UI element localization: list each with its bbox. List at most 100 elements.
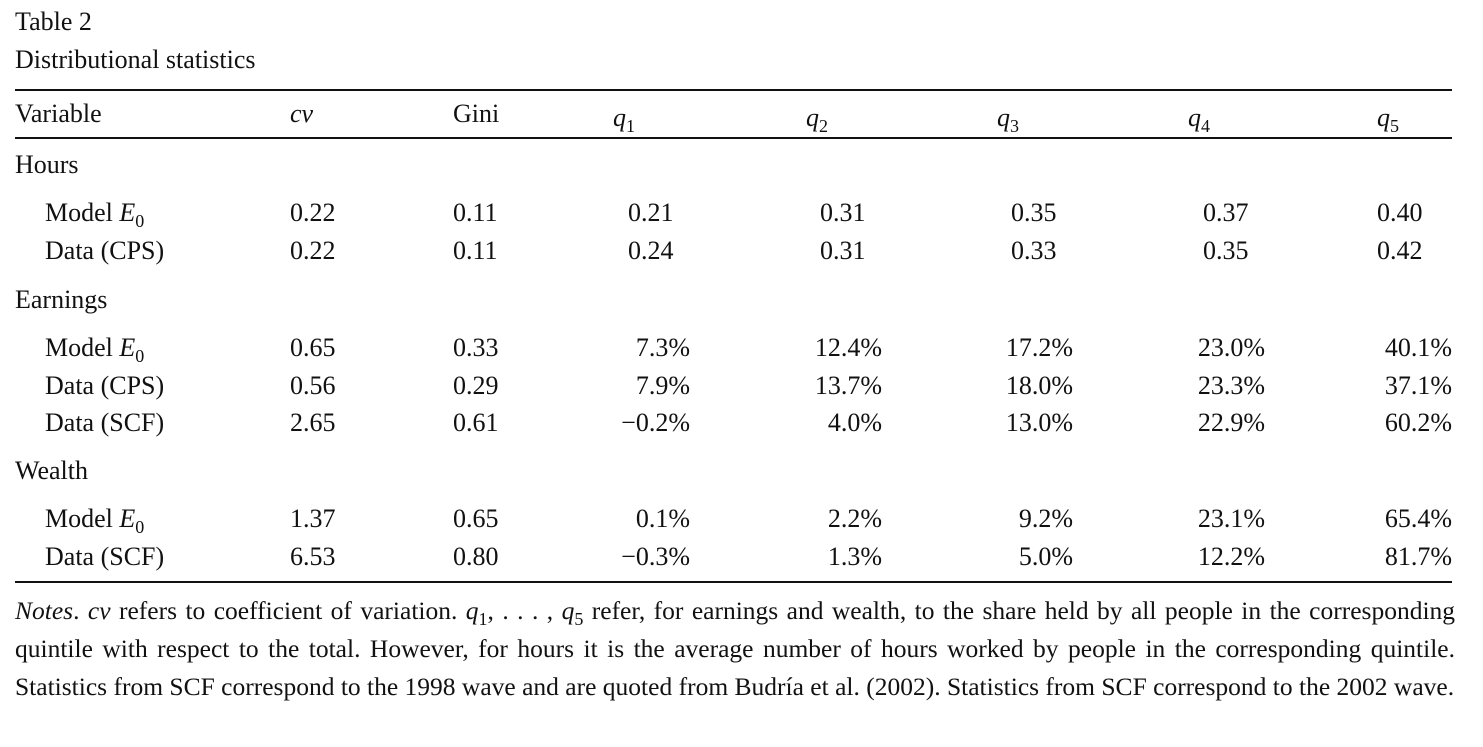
cell-gini: 0.11 <box>453 236 498 266</box>
cell-text: 12.2% <box>1197 541 1265 571</box>
cell-text: 2.65 <box>290 408 336 437</box>
cell-text: 81.7% <box>1384 541 1452 571</box>
cell-text: 23.3% <box>1197 370 1265 400</box>
notes-text: . <box>73 596 88 625</box>
bottom-rule <box>15 581 1452 583</box>
cell-text: 7.3% <box>635 333 690 362</box>
cell-cv: 0.65 <box>290 333 336 363</box>
row-label: Data (SCF) <box>45 542 164 572</box>
row-label-text: Data (CPS) <box>45 370 165 400</box>
cell-text: −0.3% <box>621 541 690 571</box>
cell-text: 0.40 <box>1377 198 1423 227</box>
cell-q5: 0.40 <box>1377 198 1423 228</box>
cell-text: 0.11 <box>453 235 498 265</box>
cell-q1: −0.2% <box>621 408 690 438</box>
cell-q2: 13.7% <box>815 371 882 401</box>
header-cv: cv <box>290 99 313 129</box>
cell-text: 60.2% <box>1384 408 1452 437</box>
header-q-sub: 5 <box>1390 116 1399 136</box>
cell-cv: 2.65 <box>290 408 336 438</box>
cell-gini: 0.80 <box>453 542 499 572</box>
cell-text: 0.37 <box>1203 198 1249 227</box>
header-q1: q1 <box>613 103 635 135</box>
header-q-letter: q <box>1377 103 1390 132</box>
cell-q5: 65.4% <box>1385 504 1452 534</box>
cell-cv: 0.56 <box>290 371 336 401</box>
cell-text: 0.31 <box>820 235 866 265</box>
cell-q2: 12.4% <box>815 333 882 363</box>
cell-q4: 0.35 <box>1203 236 1249 266</box>
cell-cv: 6.53 <box>290 542 336 572</box>
cell-q3: 18.0% <box>1006 371 1073 401</box>
row-label-sub: 0 <box>135 211 145 231</box>
cell-text: 22.9% <box>1197 408 1265 437</box>
group-label: Earnings <box>15 285 107 315</box>
group-label-text: Hours <box>15 150 79 179</box>
row-label-text: Data (CPS) <box>45 235 165 265</box>
cell-q3: 0.33 <box>1011 236 1057 266</box>
cell-text: 0.35 <box>1011 198 1057 227</box>
notes-text: refers to coefficient of variation. <box>110 596 466 625</box>
cell-gini: 0.33 <box>453 333 499 363</box>
cell-q1: 0.1% <box>636 504 690 534</box>
notes-lead: Notes <box>15 596 74 625</box>
cell-text: 12.4% <box>814 333 882 362</box>
cell-text: 0.80 <box>453 541 499 571</box>
cell-text: 9.2% <box>1018 504 1073 533</box>
cell-q3: 9.2% <box>1019 504 1073 534</box>
row-label-var: E <box>119 198 136 227</box>
cell-text: 6.53 <box>290 541 336 571</box>
cell-q2: 1.3% <box>828 542 882 572</box>
row-label-text: Model E <box>45 504 135 533</box>
row-label-text: Model E <box>45 198 135 227</box>
header-q-sub: 2 <box>819 116 828 136</box>
top-rule <box>15 89 1452 91</box>
row-label: Data (CPS) <box>45 371 164 401</box>
cell-q5: 37.1% <box>1385 371 1452 401</box>
row-label: Data (CPS) <box>45 236 164 266</box>
cell-q3: 13.0% <box>1006 408 1073 438</box>
cell-text: 0.1% <box>635 504 690 533</box>
row-label: Model E0 <box>45 333 144 365</box>
table-label: Table 2 <box>15 7 92 36</box>
cell-gini: 0.29 <box>453 371 499 401</box>
cell-cv: 0.22 <box>290 236 336 266</box>
cell-text: 0.29 <box>453 370 499 400</box>
cell-text: 0.61 <box>453 408 499 437</box>
header-q-letter: q <box>806 103 819 132</box>
header-gini: Gini <box>453 99 500 128</box>
row-label-text: Data (SCF) <box>45 408 165 437</box>
cell-text: 7.9% <box>635 370 690 400</box>
cell-text: 0.42 <box>1377 235 1423 265</box>
header-rule <box>15 137 1452 139</box>
cell-q4: 23.1% <box>1198 504 1265 534</box>
header-q-sub: 4 <box>1201 116 1210 136</box>
header-q-sub: 3 <box>1010 116 1019 136</box>
header-q-letter: q <box>613 103 626 132</box>
cell-text: 2.2% <box>827 504 882 533</box>
header-q3: q3 <box>997 103 1019 136</box>
cell-text: 13.7% <box>814 370 882 400</box>
header-q-letter: q <box>1188 103 1201 132</box>
table-title: Distributional statistics <box>15 45 256 74</box>
cell-q4: 0.37 <box>1203 198 1249 228</box>
cell-q3: 0.35 <box>1011 198 1057 228</box>
group-label: Wealth <box>15 456 88 486</box>
row-label-main: Model E <box>45 333 136 362</box>
cell-q2: 4.0% <box>828 408 882 438</box>
cell-text: 0.31 <box>820 198 866 227</box>
cell-text: 0.22 <box>290 235 336 265</box>
cell-cv: 1.37 <box>290 504 336 534</box>
cell-text: 17.2% <box>1005 333 1073 362</box>
cell-q3: 5.0% <box>1019 542 1073 572</box>
cell-q4: 22.9% <box>1198 408 1265 438</box>
cell-q4: 23.3% <box>1198 371 1265 401</box>
cell-text: 0.65 <box>290 333 336 362</box>
cell-text: 0.24 <box>628 235 674 265</box>
header-q-letter: q <box>997 103 1010 132</box>
row-label-var: E <box>119 504 136 533</box>
row-label-main: Model E <box>45 198 136 227</box>
row-label-text: Model E <box>45 333 135 362</box>
cell-gini: 0.61 <box>453 408 499 438</box>
cell-text: 65.4% <box>1384 504 1452 533</box>
